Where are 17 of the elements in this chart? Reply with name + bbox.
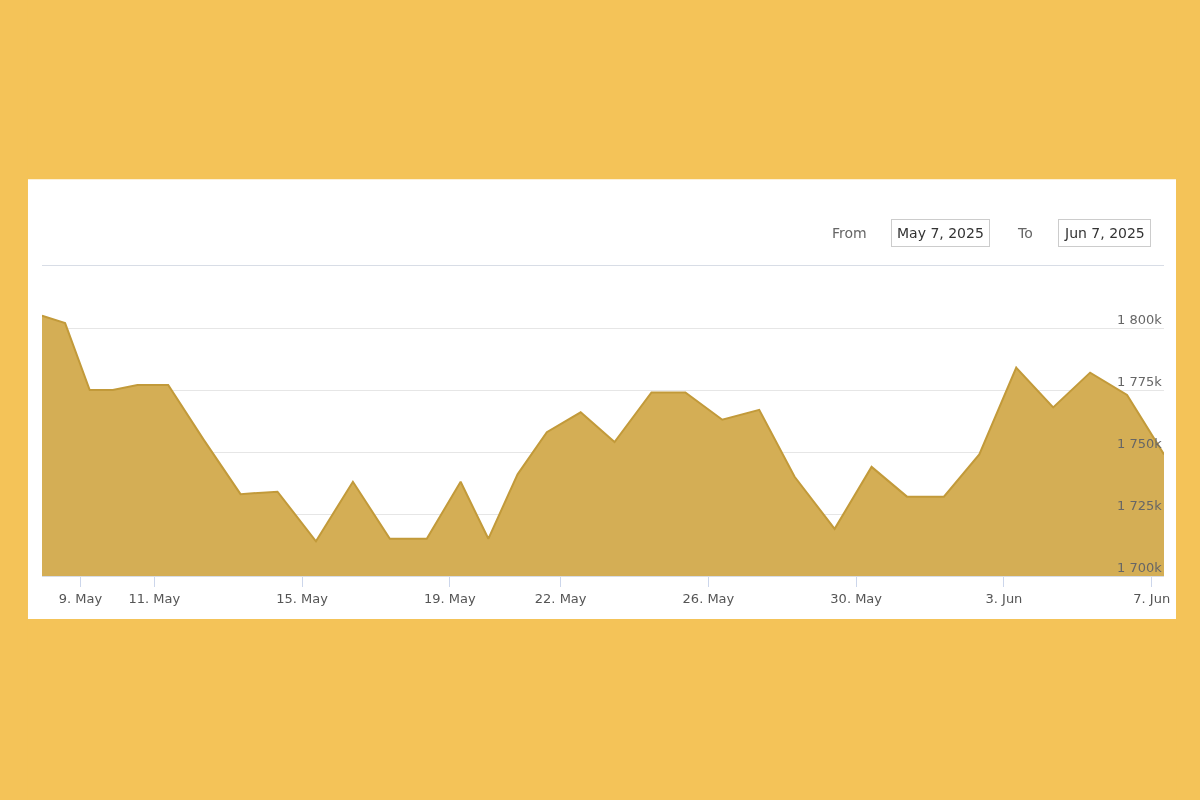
x-tick-label: 22. May xyxy=(534,590,587,606)
x-tick-label: 26. May xyxy=(682,590,735,606)
x-tick-label: 30. May xyxy=(830,590,883,606)
x-tick-label: 3. Jun xyxy=(985,590,1023,606)
x-tick-label: 19. May xyxy=(424,590,477,606)
x-tick-label: 7. Jun xyxy=(1133,590,1171,606)
text: Jun 7, 2025 xyxy=(1064,225,1145,241)
text: May 7, 2025 xyxy=(897,225,984,241)
x-tick-label: 15. May xyxy=(276,590,329,606)
y-tick-label: 1 725k xyxy=(1117,497,1163,513)
text: From xyxy=(832,225,867,241)
y-tick-label: 1 775k xyxy=(1117,373,1163,389)
y-tick-label: 1 800k xyxy=(1117,311,1163,327)
x-tick-label: 9. May xyxy=(58,590,103,606)
y-tick-label: 1 700k xyxy=(1117,559,1163,575)
x-tick-label: 11. May xyxy=(128,590,181,606)
text: To xyxy=(1017,225,1033,241)
